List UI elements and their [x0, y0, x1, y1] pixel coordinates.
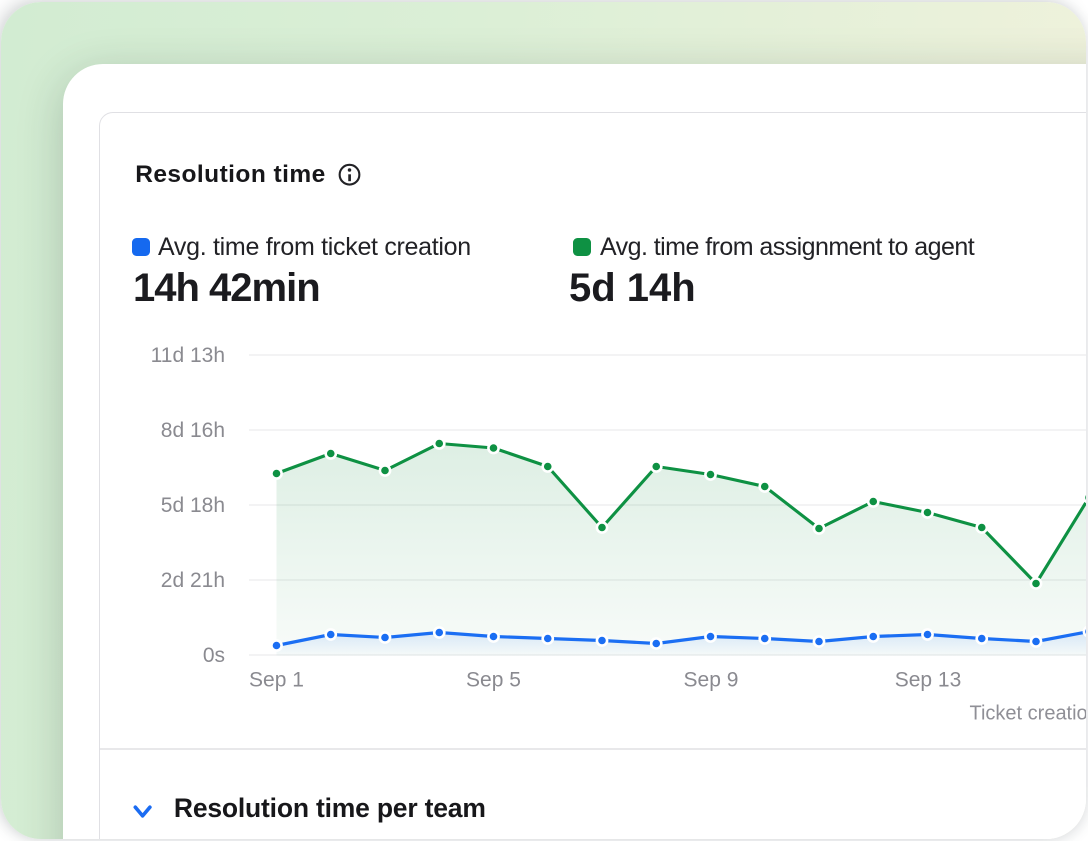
svg-text:2d 21h: 2d 21h	[160, 569, 224, 592]
svg-text:0s: 0s	[202, 644, 224, 667]
svg-text:8d 16h: 8d 16h	[160, 419, 224, 442]
svg-text:Sep 1: Sep 1	[249, 668, 304, 691]
svg-text:Sep 5: Sep 5	[466, 668, 521, 691]
svg-text:5d 18h: 5d 18h	[160, 494, 224, 517]
svg-text:Ticket creation: Ticket creation	[969, 702, 1086, 724]
svg-text:Sep 9: Sep 9	[683, 668, 738, 691]
svg-text:Sep 13: Sep 13	[894, 668, 961, 691]
svg-text:11d 13h: 11d 13h	[150, 344, 224, 367]
